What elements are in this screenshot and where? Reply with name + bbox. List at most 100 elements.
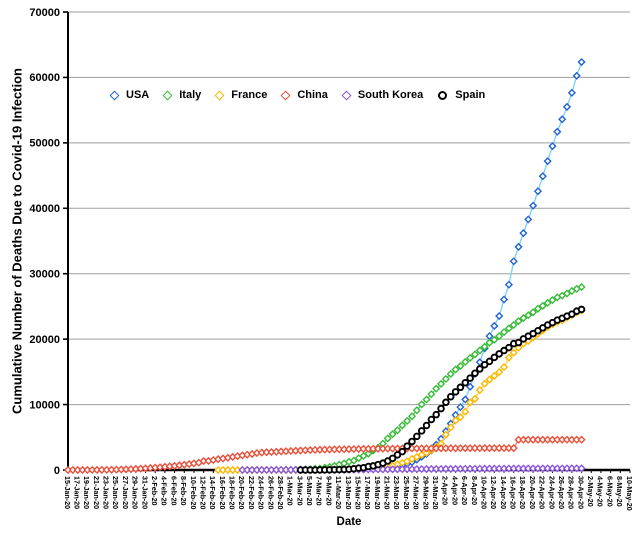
data-point-diamond bbox=[461, 407, 470, 416]
data-point-circle bbox=[408, 437, 416, 446]
x-tick-label: 18-Apr-20 bbox=[518, 476, 527, 509]
x-tick-label: 15-Mar-20 bbox=[353, 476, 362, 510]
data-point-diamond bbox=[480, 379, 489, 388]
x-tick-label: 20-Apr-20 bbox=[528, 476, 537, 509]
x-tick-label: 24-Feb-20 bbox=[257, 476, 266, 510]
legend-item-south-korea: South Korea bbox=[341, 89, 423, 101]
data-point-circle bbox=[442, 398, 450, 407]
x-tick-label: 26-Apr-20 bbox=[557, 476, 566, 509]
data-point-circle bbox=[432, 410, 440, 419]
series-italy bbox=[243, 282, 586, 475]
y-tick-label: 70000 bbox=[29, 7, 60, 19]
series-markers-spain bbox=[296, 305, 586, 474]
legend-item-spain: Spain bbox=[438, 89, 485, 101]
data-point-diamond bbox=[524, 215, 533, 224]
x-tick-label: 28-Feb-20 bbox=[276, 476, 285, 510]
france-diamond-marker-icon bbox=[214, 90, 225, 100]
data-point-diamond bbox=[558, 115, 567, 124]
y-tick-label: 40000 bbox=[29, 203, 60, 215]
data-point-circle bbox=[388, 454, 397, 463]
data-point-diamond bbox=[577, 57, 586, 67]
data-point-diamond bbox=[548, 295, 557, 305]
data-point-circle bbox=[514, 338, 523, 347]
x-tick-label: 19-Mar-20 bbox=[373, 476, 382, 510]
data-point-diamond bbox=[504, 353, 513, 362]
data-point-diamond bbox=[388, 430, 397, 439]
legend-label-france: France bbox=[231, 89, 268, 101]
data-point-circle bbox=[446, 392, 455, 401]
data-point-diamond bbox=[490, 335, 499, 344]
x-tick-label: 8-May-20 bbox=[615, 476, 624, 507]
data-point-circle bbox=[422, 421, 431, 430]
x-tick-label: 14-Feb-20 bbox=[208, 476, 217, 510]
series-south-korea bbox=[238, 464, 586, 475]
data-point-diamond bbox=[548, 142, 557, 151]
data-point-diamond bbox=[485, 338, 494, 347]
data-point-diamond bbox=[475, 346, 484, 355]
data-point-diamond bbox=[495, 311, 504, 321]
data-point-diamond bbox=[519, 313, 528, 323]
data-point-diamond bbox=[422, 395, 431, 404]
x-tick-label: 12-Feb-20 bbox=[198, 476, 207, 510]
x-tick-label: 22-Feb-20 bbox=[247, 476, 256, 510]
data-point-diamond bbox=[577, 282, 586, 292]
data-point-diamond bbox=[562, 102, 572, 111]
data-point-diamond bbox=[480, 342, 489, 351]
x-tick-label: 10-Apr-20 bbox=[479, 476, 488, 509]
data-point-circle bbox=[427, 415, 436, 424]
chart-legend: USA Italy France China South Korea Spain bbox=[109, 89, 485, 101]
x-tick-label: 29-Jan-20 bbox=[131, 476, 140, 509]
x-tick-label: 9-Mar-20 bbox=[324, 476, 333, 506]
data-point-circle bbox=[437, 404, 445, 413]
series-spain bbox=[296, 305, 586, 474]
data-point-diamond bbox=[509, 320, 518, 330]
x-tick-label: 23-Mar-20 bbox=[392, 476, 401, 510]
x-tick-label: 11-Mar-20 bbox=[334, 476, 343, 509]
data-point-diamond bbox=[403, 416, 412, 425]
legend-label-china: China bbox=[297, 89, 328, 101]
series-markers-usa bbox=[281, 57, 586, 475]
data-point-diamond bbox=[499, 362, 509, 372]
data-point-diamond bbox=[349, 456, 358, 465]
x-tick-label: 22-Apr-20 bbox=[538, 476, 547, 509]
data-point-circle bbox=[485, 357, 494, 366]
legend-item-usa: USA bbox=[109, 89, 150, 101]
y-tick-label: 50000 bbox=[29, 138, 60, 150]
data-point-diamond bbox=[499, 328, 509, 337]
legend-item-italy: Italy bbox=[162, 89, 201, 101]
x-tick-label: 28-Apr-20 bbox=[567, 476, 576, 509]
x-tick-label: 15-Jan-20 bbox=[63, 476, 72, 509]
y-tick-label: 0 bbox=[54, 465, 60, 477]
data-point-diamond bbox=[577, 464, 586, 473]
x-tick-label: 17-Mar-20 bbox=[363, 476, 372, 510]
x-tick-label: 6-Feb-20 bbox=[169, 476, 178, 506]
data-point-diamond bbox=[504, 324, 513, 333]
data-point-diamond bbox=[490, 371, 499, 380]
legend-label-spain: Spain bbox=[455, 89, 486, 101]
x-tick-label: 8-Feb-20 bbox=[179, 476, 188, 506]
x-tick-labels: 15-Jan-20 17-Jan-20 19-Jan-20 21-Jan-20 23-J… bbox=[63, 470, 634, 511]
x-tick-label: 20-Feb-20 bbox=[237, 476, 246, 510]
series-markers-china bbox=[63, 435, 586, 475]
x-tick-label: 6-May-20 bbox=[605, 476, 614, 507]
legend-label-usa: USA bbox=[126, 89, 150, 101]
x-tick-label: 31-Mar-20 bbox=[431, 476, 440, 510]
data-point-diamond bbox=[543, 157, 552, 166]
data-point-diamond bbox=[441, 430, 450, 439]
data-point-diamond bbox=[519, 229, 528, 238]
x-tick-label: 6-Apr-20 bbox=[460, 476, 469, 505]
x-tick-label: 3-Mar-20 bbox=[295, 476, 304, 506]
x-tick-label: 25-Mar-20 bbox=[402, 476, 411, 510]
x-tick-label: 16-Apr-20 bbox=[509, 476, 518, 509]
series-markers-italy bbox=[243, 282, 586, 475]
data-point-diamond bbox=[470, 350, 480, 359]
x-tick-label: 4-Feb-20 bbox=[160, 476, 169, 506]
y-tick-labels: 0 10000 20000 30000 40000 50000 60000 70000 bbox=[29, 7, 68, 477]
data-point-diamond bbox=[533, 304, 543, 313]
legend-item-china: China bbox=[280, 89, 328, 101]
x-tick-label: 21-Mar-20 bbox=[383, 476, 392, 510]
data-point-diamond bbox=[398, 421, 407, 430]
data-point-diamond bbox=[567, 88, 576, 97]
data-point-diamond bbox=[529, 308, 538, 317]
